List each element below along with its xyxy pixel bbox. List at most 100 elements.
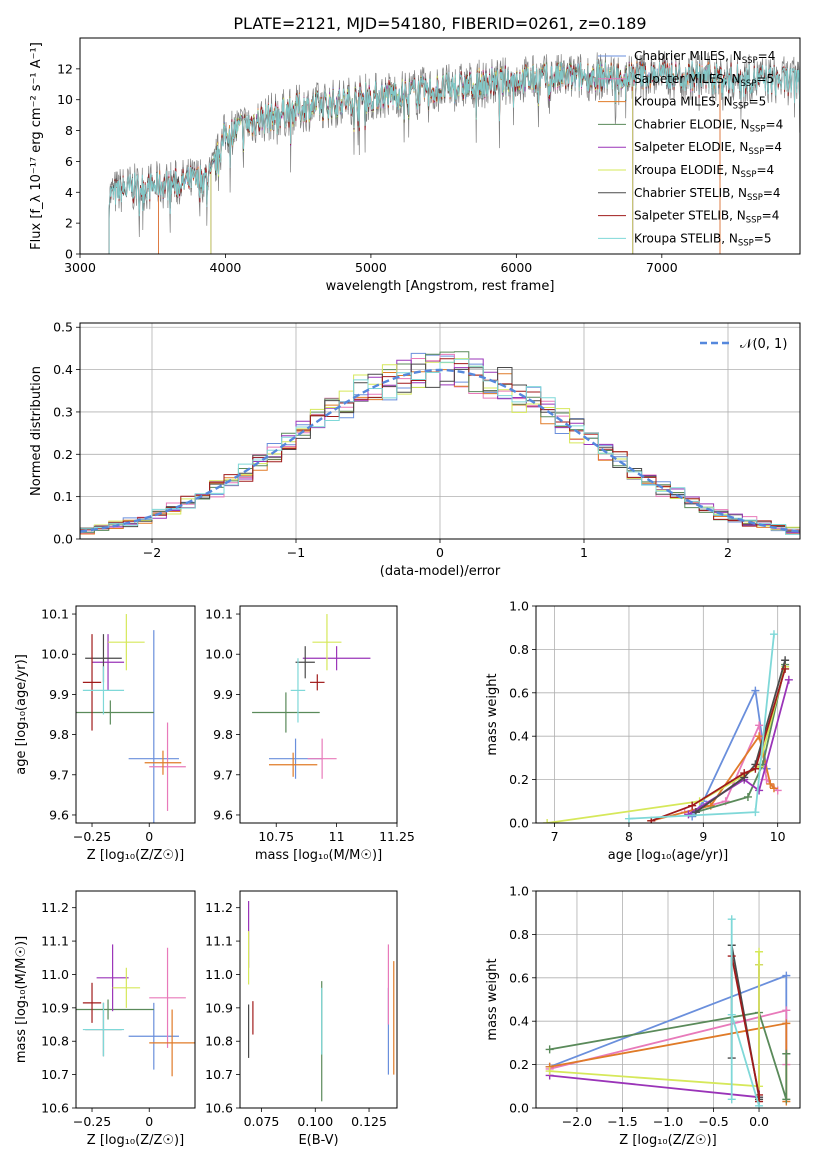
x-tick-label: 8 (625, 829, 633, 844)
legend-subscript: SSP (738, 238, 754, 248)
mass-weight-marker (545, 1045, 554, 1054)
legend-entry: Kroupa MILES, NSSP=5 (634, 95, 766, 112)
axes-frame (79, 322, 801, 540)
legend-label: Salpeter ELODIE, N (634, 140, 748, 154)
legend-label: Salpeter MILES, N (634, 72, 741, 86)
y-tick-label: 9.8 (49, 727, 69, 742)
mass_vs_ebv-plot-area (248, 901, 395, 1102)
mass-weight-marker (766, 779, 775, 788)
x-tick-label: 6000 (500, 260, 532, 275)
mass-weight-line (549, 951, 760, 1088)
x-tick-label: 10 (770, 829, 786, 844)
legend-nssp: =4 (756, 163, 774, 177)
y-tick-label: 10.8 (205, 1034, 233, 1049)
age_vs_mass-panel: 10.75 11 11.25 9.6 9.7 9.8 9.9 10.0 10.1 mass [lo… (205, 605, 415, 863)
x-axis-label: Z [log₁₀(Z/Z☉)] (87, 848, 184, 863)
y-tick-label: 10.7 (41, 1067, 69, 1082)
legend-entry: Chabrier ELODIE, NSSP=4 (634, 117, 783, 134)
x-tick-label: 0.125 (351, 1114, 387, 1129)
mass-weight-marker (755, 960, 764, 969)
y-tick-label: 12 (57, 61, 73, 76)
y-tick-label: 9.7 (49, 767, 69, 782)
massweight_vs_Z-panel: −2.0 −1.5 −1.0 −0.5 0.0 0.0 0.2 0.4 0.6 0.8 1.0 Z [… (485, 884, 801, 1148)
x-axis-label: Z [log₁₀(Z/Z☉)] (619, 1133, 716, 1148)
axes-frame (535, 890, 801, 1109)
y-tick-label: 4 (65, 185, 73, 200)
axes-frame (239, 890, 398, 1109)
y-axis-label: Normed distribution (29, 366, 44, 496)
x-tick-label: −2 (143, 545, 161, 560)
mass-weight-line (628, 634, 775, 820)
x-tick-label: 1 (580, 545, 588, 560)
axes-frame (75, 890, 196, 1109)
figure-title: PLATE=2121, MJD=54180, FIBERID=0261, z=0… (233, 14, 646, 33)
mass_vs_Z-plot-area (76, 944, 195, 1077)
legend-nssp: =4 (758, 49, 776, 63)
x-tick-label: 0.075 (244, 1114, 280, 1129)
legend-label: Chabrier ELODIE, N (634, 117, 750, 131)
y-tick-label: 10.9 (205, 1000, 233, 1015)
mass-weight-marker (688, 801, 697, 810)
x-tick-label: −1 (287, 545, 305, 560)
x-tick-label: −2.0 (562, 1114, 592, 1129)
legend-label: Kroupa ELODIE, N (634, 163, 741, 177)
x-tick-label: 9 (699, 829, 707, 844)
x-tick-label: 5000 (355, 260, 387, 275)
y-tick-label: 1.0 (509, 884, 529, 899)
y-tick-label: 0.6 (509, 970, 529, 985)
mass-weight-marker (782, 1095, 791, 1104)
legend-entry: Salpeter STELIB, NSSP=4 (634, 209, 779, 226)
residual-legend: 𝒩(0, 1) (700, 337, 787, 352)
legend-nssp: =4 (762, 209, 780, 223)
y-tick-label: 0.4 (53, 362, 73, 377)
x-axis-label: (data-model)/error (380, 564, 501, 579)
x-tick-label: 2 (724, 545, 732, 560)
mass-weight-marker (782, 1019, 791, 1028)
legend-nssp: =4 (766, 117, 784, 131)
y-tick-label: 6 (65, 154, 73, 169)
x-tick-label: 0 (145, 1114, 153, 1129)
y-tick-label: 9.9 (213, 687, 233, 702)
mass-weight-line (730, 919, 760, 1107)
mass-weight-marker (784, 675, 793, 684)
x-axis-label: Z [log₁₀(Z/Z☉)] (87, 1133, 184, 1148)
x-tick-label: 0 (436, 545, 444, 560)
legend-label: Salpeter STELIB, N (634, 209, 746, 223)
y-tick-label: 0.4 (509, 729, 529, 744)
spectrum-plot-area (108, 51, 800, 254)
model-spectrum-line (108, 60, 800, 254)
legend-subscript: SSP (741, 79, 757, 89)
axes-frame (535, 605, 801, 824)
y-tick-label: 0.0 (53, 532, 73, 547)
x-tick-label: −1.5 (607, 1114, 637, 1129)
legend-label: Chabrier MILES, N (634, 49, 742, 63)
y-axis-label: Flux [f_λ 10⁻¹⁷ erg cm⁻² s⁻¹ A⁻¹] (29, 42, 44, 250)
y-tick-label: 10.1 (41, 607, 69, 622)
legend-subscript: SSP (747, 193, 763, 203)
spectrum-panel: 3000 4000 5000 6000 7000 0 2 4 6 8 10 12 wavelength … (29, 37, 801, 294)
x-axis-label: age [log₁₀(age/yr)] (608, 848, 729, 863)
mass-weight-marker (727, 915, 736, 924)
x-tick-label: 11.25 (379, 829, 415, 844)
legend-subscript: SSP (750, 124, 766, 134)
legend-nssp: =4 (764, 140, 782, 154)
y-tick-label: 0.0 (509, 816, 529, 831)
x-tick-label: 7 (551, 829, 559, 844)
legend-label: 𝒩(0, 1) (740, 337, 787, 352)
y-tick-label: 0.2 (509, 1057, 529, 1072)
x-axis-label: wavelength [Angstrom, rest frame] (326, 279, 555, 294)
gaussian-curve (80, 368, 800, 533)
y-tick-label: 11.2 (41, 900, 69, 915)
mass-weight-marker (782, 1049, 791, 1058)
massweight_vs_age-plot-area (543, 630, 793, 823)
x-tick-label: 4000 (210, 260, 242, 275)
x-tick-label: −0.5 (698, 1114, 728, 1129)
mass-weight-marker (755, 786, 764, 795)
y-tick-label: 0.5 (53, 320, 73, 335)
model-spectrum-line (210, 61, 634, 254)
y-tick-label: 0.2 (509, 772, 529, 787)
y-tick-label: 10.0 (41, 647, 69, 662)
mass-weight-marker (751, 686, 760, 695)
y-tick-label: 0.8 (509, 642, 529, 657)
legend-entry: Kroupa ELODIE, NSSP=4 (634, 163, 774, 180)
